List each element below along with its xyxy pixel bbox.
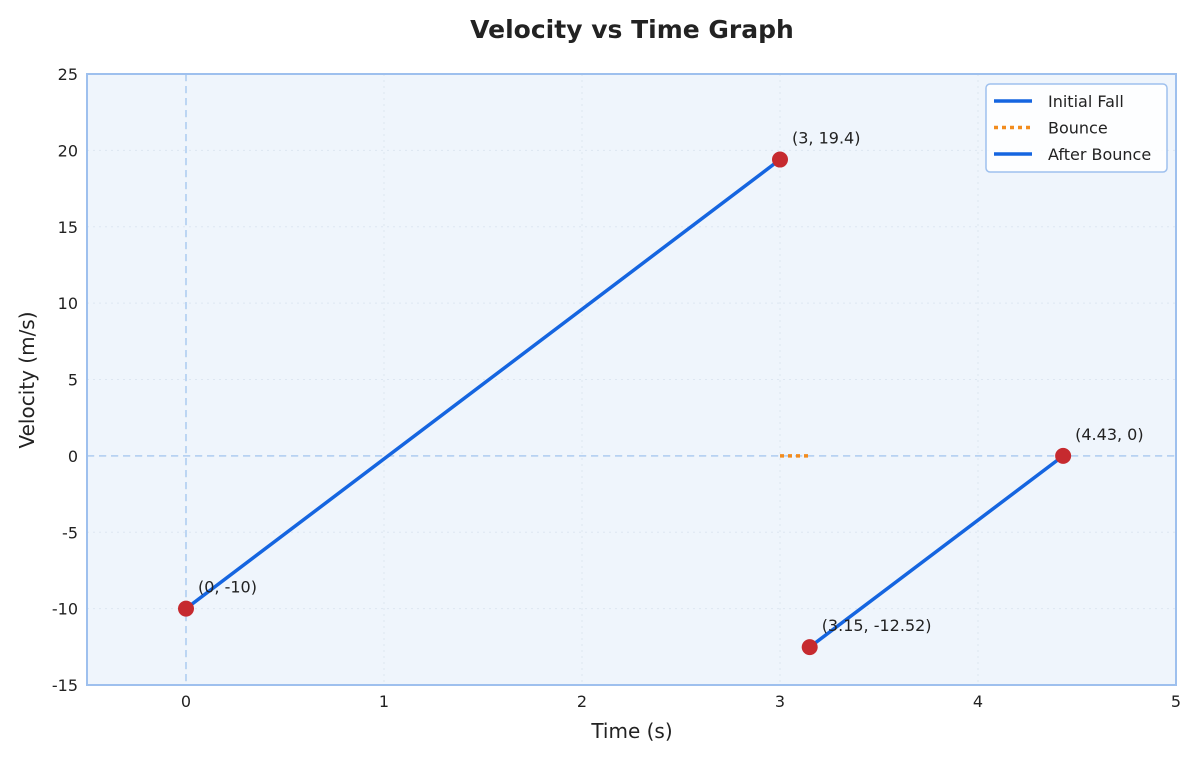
x-tick-label: 4	[973, 692, 983, 711]
y-tick-label: 25	[58, 65, 78, 84]
y-tick-label: 15	[58, 218, 78, 237]
legend-label-0: Initial Fall	[1048, 92, 1124, 111]
data-point-0	[178, 600, 194, 617]
plot-frame	[86, 73, 1177, 686]
legend-label-2: After Bounce	[1048, 145, 1151, 164]
series-group	[184, 157, 1065, 649]
x-tick-labels: 0 1 2 3 4 5	[181, 692, 1181, 711]
data-label-0: (0, -10)	[198, 578, 257, 597]
data-point-3	[1055, 447, 1072, 464]
series-line-2	[807, 454, 1065, 649]
data-label-1: (3, 19.4)	[792, 129, 860, 148]
data-point-2	[801, 639, 818, 656]
y-tick-label: -10	[52, 600, 78, 619]
x-tick-label: 1	[379, 692, 389, 711]
data-label-2: (3.15, -12.52)	[822, 616, 932, 635]
x-tick-label: 3	[775, 692, 785, 711]
chart-title: Velocity vs Time Graph	[470, 15, 794, 44]
y-tick-label: -5	[62, 523, 78, 542]
annotations-group: (0, -10) (3, 19.4) (3.15, -12.52) (4.43, 0)	[198, 129, 1144, 636]
x-tick-label: 5	[1171, 692, 1181, 711]
y-axis-label: Velocity (m/s)	[15, 311, 39, 448]
y-tick-label: 5	[68, 371, 78, 390]
y-tick-label: -15	[52, 676, 78, 695]
y-tick-label: 20	[58, 141, 78, 160]
y-tick-label: 0	[68, 447, 78, 466]
data-label-3: (4.43, 0)	[1075, 425, 1143, 444]
y-tick-label: 10	[58, 294, 78, 313]
markers-group	[178, 151, 1072, 656]
legend: Initial Fall Bounce After Bounce	[985, 83, 1168, 173]
series-line-0	[184, 157, 782, 611]
legend-box	[985, 83, 1168, 173]
data-point-1	[772, 151, 788, 168]
legend-label-1: Bounce	[1048, 119, 1108, 138]
reference-lines	[87, 74, 1176, 685]
x-axis-label: Time (s)	[590, 719, 672, 743]
x-tick-label: 2	[577, 692, 587, 711]
x-tick-label: 0	[181, 692, 191, 711]
y-tick-labels: -15 -10 -5 0 5 10 15 20 25	[52, 65, 78, 695]
